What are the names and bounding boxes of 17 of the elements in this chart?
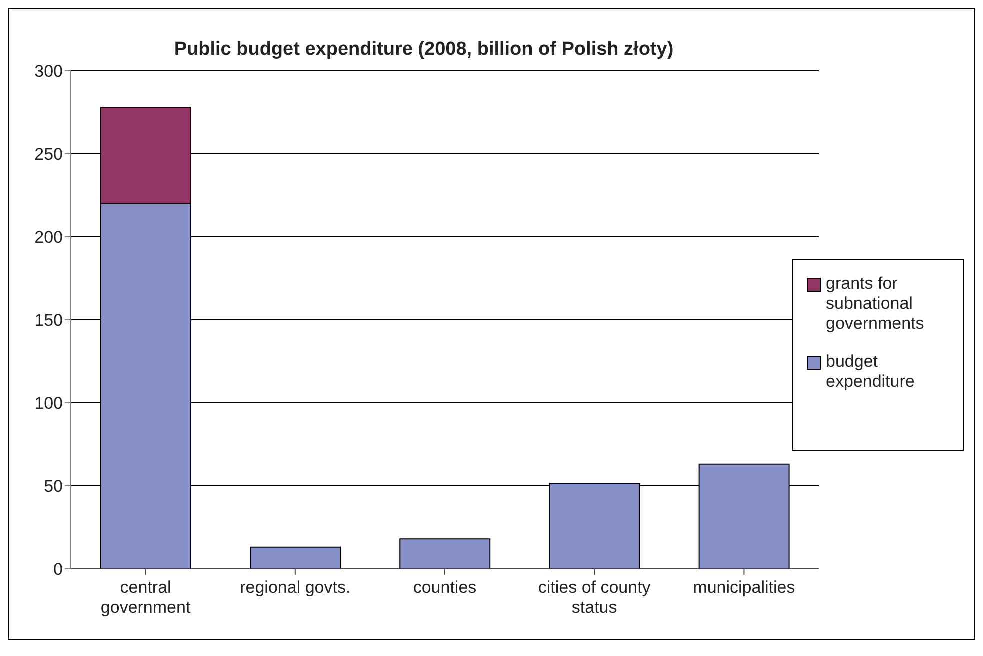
y-tick-label: 100 [34, 394, 63, 414]
y-tick-label: 200 [34, 228, 63, 248]
y-tick-label: 300 [34, 62, 63, 82]
bar [250, 546, 342, 569]
bar [400, 538, 491, 569]
x-tick-label: central government [100, 578, 191, 617]
x-tick-label: cities of county status [538, 578, 652, 617]
legend-label: budget expenditure [826, 352, 916, 392]
y-tick-label: 0 [54, 560, 63, 580]
x-tick-label: regional govts. [240, 578, 351, 597]
y-tick-label: 150 [34, 311, 63, 330]
x-tick-label: counties [413, 578, 477, 597]
x-tick-label: municipalities [693, 578, 796, 597]
y-tick-label: 250 [34, 145, 63, 164]
legend-label: grants for subnational governments [826, 274, 926, 334]
y-tick-label: 50 [44, 477, 63, 496]
chart-title: Public budget expenditure (2008, billion of Polish złoty) [173, 39, 675, 61]
